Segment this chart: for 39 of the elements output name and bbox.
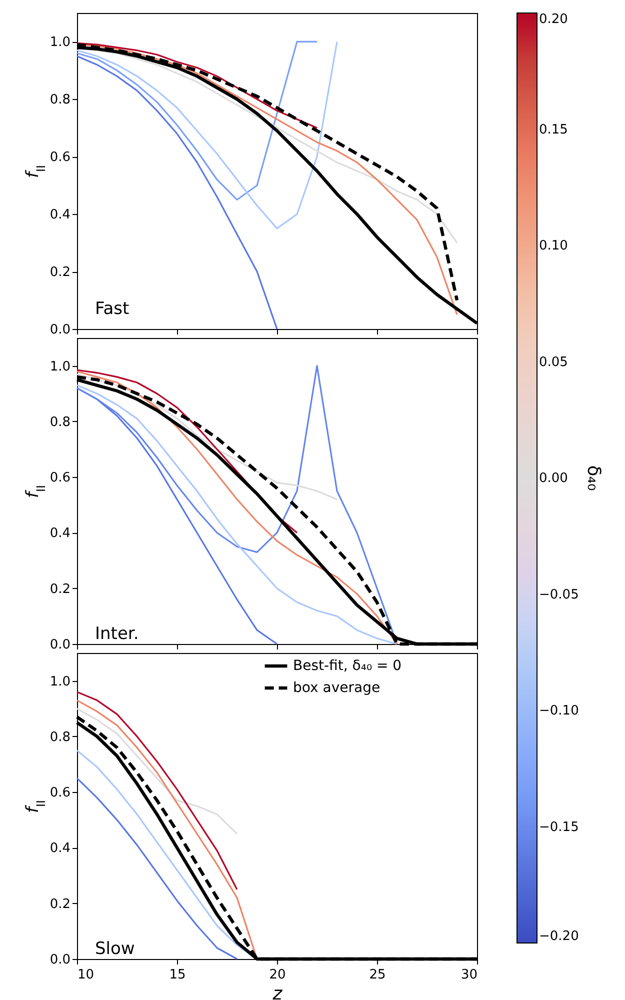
y-tick-label: 0.2 (50, 582, 70, 597)
color-bar-label: 0.10 (539, 238, 568, 254)
x-axis-title: z (272, 984, 283, 1000)
y-tick-label: 0.2 (50, 265, 70, 280)
legend-label: Best-fit, δ₄₀ = 0 (293, 658, 402, 674)
y-tick-label: 1.0 (50, 674, 70, 690)
color-bar-label: 0.20 (539, 12, 568, 27)
y-tick-label: 0.2 (50, 896, 70, 912)
annotation: Slow (95, 939, 135, 959)
color-bar-label: 0.05 (539, 354, 568, 370)
y-tick-label: 1.0 (50, 359, 70, 374)
color-bar-title: δ₄₀ (583, 465, 604, 491)
x-tick-label: 25 (369, 968, 386, 982)
color-bar-label: −0.15 (539, 820, 579, 835)
y-tick-label: 0.4 (50, 208, 70, 223)
color-bar-label: 0.00 (539, 471, 568, 486)
y-tick-label: 0.4 (50, 526, 70, 542)
x-tick-label: 20 (269, 968, 286, 982)
y-tick-label: 0.8 (50, 414, 70, 430)
color-bar-label: −0.05 (539, 587, 579, 602)
y-tick-label: 0.0 (50, 952, 70, 968)
y-tick-label: 0.6 (50, 150, 70, 166)
y-tick-label: 0.6 (50, 470, 70, 486)
y-tick-label: 0.4 (50, 841, 70, 856)
legend-label: box average (293, 680, 380, 696)
x-tick-label: 10 (78, 968, 94, 982)
annotation: Inter. (95, 624, 139, 644)
y-tick-label: 0.0 (50, 322, 70, 338)
annotation: Fast (95, 299, 130, 319)
y-tick-label: 1.0 (50, 35, 70, 50)
y-tick-label: 0.8 (50, 730, 70, 745)
x-tick-label: 30 (460, 968, 478, 982)
color-bar-label: −0.20 (539, 929, 579, 944)
color-bar-label: −0.10 (539, 704, 579, 718)
y-tick-label: 0.6 (50, 786, 70, 801)
color-bar-label: 0.15 (539, 122, 568, 138)
y-tick-label: 0.0 (50, 638, 70, 652)
y-tick-label: 0.8 (50, 92, 70, 108)
x-tick-label: 15 (169, 968, 186, 982)
